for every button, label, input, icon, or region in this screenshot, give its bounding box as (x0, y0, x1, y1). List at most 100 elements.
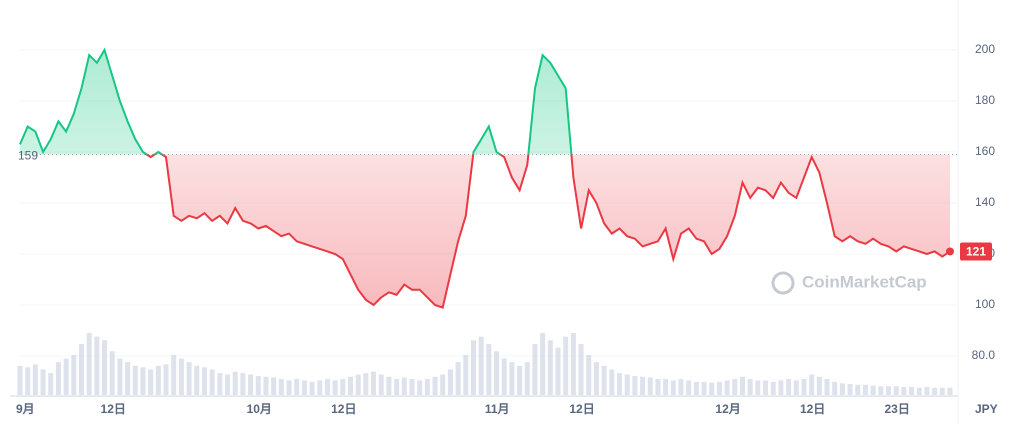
volume-bar (163, 364, 169, 395)
volume-bar (947, 387, 953, 395)
x-tick-label: 10月 (247, 402, 272, 416)
volume-bar (486, 343, 492, 395)
volume-bar (593, 362, 599, 395)
volume-bar (816, 376, 822, 395)
volume-bar (609, 369, 615, 395)
volume-bar (763, 380, 769, 395)
y-tick-label: 80.0 (972, 348, 996, 362)
volume-bar (670, 380, 676, 395)
volume-bar (417, 380, 423, 395)
x-tick-label: 12日 (331, 402, 356, 416)
volume-bar (778, 380, 784, 395)
last-price-label: 121 (966, 245, 986, 259)
volume-bar (555, 347, 561, 395)
y-tick-label: 100 (975, 297, 995, 311)
volume-bar (909, 386, 915, 395)
volume-bar (378, 374, 384, 395)
volume-bar (678, 378, 684, 395)
volume-bar (317, 380, 323, 395)
volume-bar (601, 365, 607, 395)
volume-bar (447, 369, 453, 395)
volume-bar (332, 380, 338, 395)
volume-bar (701, 381, 707, 395)
volume-bar (55, 362, 61, 395)
volume-bar (870, 385, 876, 395)
x-tick-label: 9月 (16, 402, 35, 416)
volume-bar (140, 367, 146, 395)
volume-bar (86, 333, 92, 395)
volume-bar (470, 340, 476, 395)
volume-bar (739, 376, 745, 395)
volume-bar (847, 384, 853, 395)
x-tick-label: 12日 (101, 402, 126, 416)
volume-bar (547, 340, 553, 395)
price-line-down (145, 154, 951, 309)
volume-bar (125, 362, 131, 395)
volume-bar (770, 381, 776, 395)
volume-bar (862, 384, 868, 395)
volume-bar (301, 380, 307, 395)
volume-bar (424, 378, 430, 395)
volume-bar (109, 351, 115, 395)
volume-bar (194, 365, 200, 395)
volume-bar (94, 336, 100, 395)
volume-bar (517, 365, 523, 395)
volume-bar (801, 378, 807, 395)
volume-bar (793, 380, 799, 395)
volume-bar (232, 371, 238, 395)
volume-bar (40, 369, 46, 395)
volume-bar (271, 377, 277, 395)
volume-bar (663, 378, 669, 395)
volume-bar (25, 367, 31, 395)
volume-bar (155, 365, 161, 395)
volume-bar (371, 371, 377, 395)
volume-bar (201, 367, 207, 395)
volume-bar (578, 343, 584, 395)
volume-bar (209, 369, 215, 395)
volume-bar (17, 365, 23, 395)
volume-bar (440, 374, 446, 395)
volume-bar (63, 358, 69, 395)
volume-bar (524, 362, 530, 395)
volume-bar (148, 369, 154, 395)
volume-bar (786, 378, 792, 395)
volume-bar (901, 386, 907, 395)
watermark-logo (771, 271, 795, 295)
volume-bar (455, 362, 461, 395)
y-tick-label: 140 (975, 195, 995, 209)
volume-bar (78, 343, 84, 395)
volume-bar (893, 386, 899, 395)
volume-bar (171, 354, 177, 395)
volume-bar (617, 373, 623, 395)
y-tick-label: 160 (975, 144, 995, 158)
volume-bar (809, 374, 815, 395)
x-tick-label: 12日 (569, 402, 594, 416)
volume-bar (478, 336, 484, 395)
volume-bar (886, 386, 892, 395)
volume-bar (755, 380, 761, 395)
volume-bar (632, 376, 638, 395)
volume-bar (855, 384, 861, 395)
volume-bar (432, 376, 438, 395)
volume-bar (509, 362, 515, 395)
volume-bar (463, 354, 469, 395)
volume-bar (939, 387, 945, 395)
volume-bar (494, 351, 500, 395)
volume-bar (309, 381, 315, 395)
volume-bar (640, 376, 646, 395)
baseline-label: 159 (18, 149, 38, 163)
volume-bar (178, 358, 184, 395)
last-point (946, 247, 954, 256)
volume-bar (932, 387, 938, 395)
volume-bar (255, 376, 261, 395)
volume-bar (647, 377, 653, 395)
volume-bar (117, 358, 123, 395)
price-line-up (19, 47, 573, 155)
volume-bar (186, 362, 192, 395)
volume-bar (624, 374, 630, 395)
volume-bar (655, 378, 661, 395)
volume-bar (878, 386, 884, 395)
volume-bar (340, 378, 346, 395)
volume-bar (540, 333, 546, 395)
